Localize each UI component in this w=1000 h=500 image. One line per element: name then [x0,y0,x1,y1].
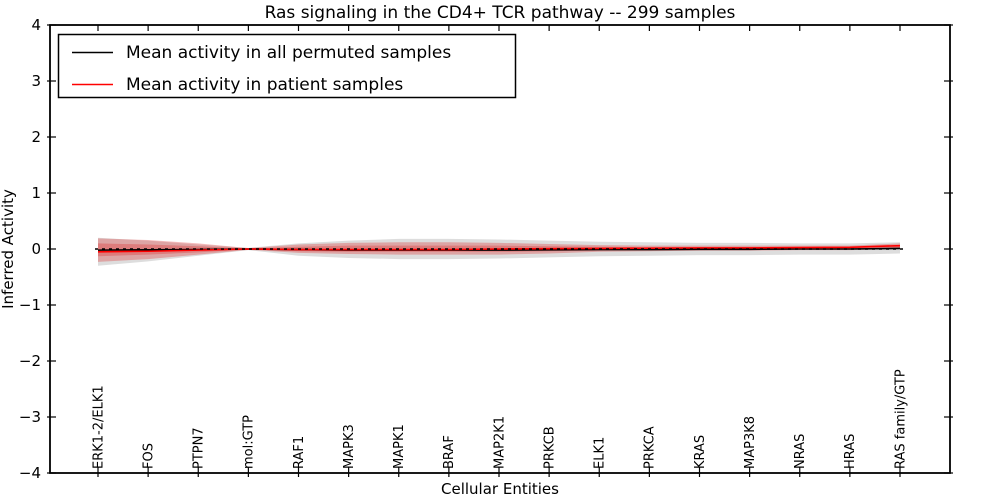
series-lines-layer [97,244,901,253]
category-label: KRAS [693,435,708,469]
legend-box: Mean activity in all permuted samples Me… [57,33,517,99]
category-labels-layer: ERK1-2/ELK1 FOS PTPN7 mol:GTP RAF1 MAPK3 MAPK1… [91,369,908,469]
confidence-bands-layer [98,237,900,266]
y-tick-label: 3 [31,72,41,90]
category-label: MAPK1 [392,424,407,469]
x-axis-label: Cellular Entities [441,480,559,498]
legend-frame [57,33,517,99]
chart-title: Ras signaling in the CD4+ TCR pathway --… [265,3,736,23]
category-label: ERK1-2/ELK1 [91,385,106,469]
category-label: RAS family/GTP [893,369,908,469]
category-label: MAP3K8 [743,416,758,469]
y-tick-label: 0 [31,240,41,258]
permuted-samples-range-band [98,237,900,266]
category-label: RAF1 [292,436,307,469]
y-tick-label: 1 [31,184,41,202]
category-label: MAP2K1 [492,416,507,469]
y-axis-label: Inferred Activity [0,189,17,309]
patient-mean-line [97,244,901,253]
y-tick-label: −4 [19,464,41,482]
category-label: mol:GTP [242,415,257,469]
y-tick-label: 2 [31,128,41,146]
category-label: PTPN7 [192,427,207,469]
category-label: FOS [141,443,156,469]
y-tick-label: −2 [19,352,41,370]
y-tick-label: −1 [19,296,41,314]
category-label: HRAS [843,434,858,469]
category-label: BRAF [442,435,457,469]
category-label: MAPK3 [342,424,357,469]
legend-label-permuted: Mean activity in all permuted samples [126,43,451,63]
category-label: PRKCB [542,426,557,469]
category-label: NRAS [793,434,808,469]
category-label: PRKCA [643,426,658,469]
axis-ticks-layer [47,24,953,477]
legend-label-patient: Mean activity in patient samples [126,75,403,95]
category-label: ELK1 [593,437,608,469]
y-tick-labels-layer: −4 −3 −2 −1 0 1 2 3 4 [19,16,41,482]
y-tick-label: −3 [19,408,41,426]
y-tick-label: 4 [31,16,41,34]
